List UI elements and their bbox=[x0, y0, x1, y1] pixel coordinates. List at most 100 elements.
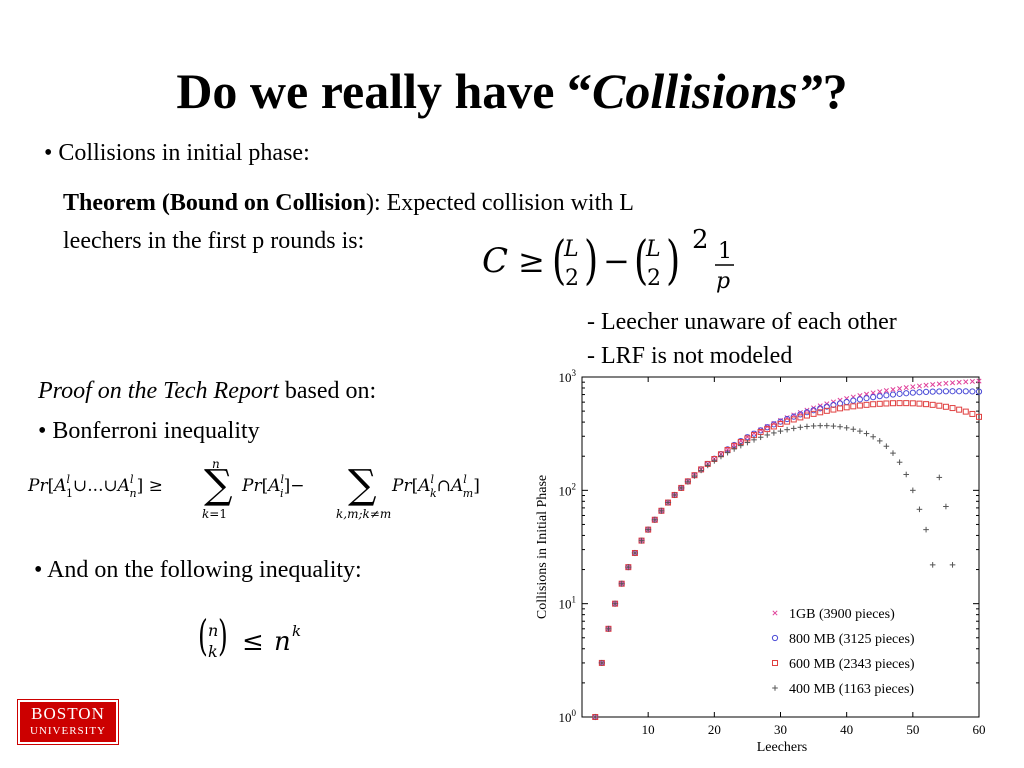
legend-label: 800 MB (3125 pieces) bbox=[789, 632, 915, 647]
bullet-collisions: • Collisions in initial phase: bbox=[44, 140, 310, 166]
data-point bbox=[744, 439, 751, 446]
svg-text:(: ( bbox=[634, 229, 648, 290]
legend-marker bbox=[772, 685, 778, 691]
data-point bbox=[731, 446, 737, 452]
data-point bbox=[876, 393, 883, 400]
svg-text:Pr[Ali]−: Pr[Al i]− bbox=[241, 473, 304, 500]
data-point bbox=[651, 516, 658, 523]
legend-label: 400 MB (1163 pieces) bbox=[789, 682, 914, 697]
data-point bbox=[870, 390, 876, 396]
data-point bbox=[843, 425, 850, 431]
proof-rest: based on: bbox=[278, 378, 377, 404]
svg-text:): ) bbox=[666, 229, 680, 290]
x-tick-label: 40 bbox=[840, 722, 853, 737]
data-point bbox=[618, 580, 625, 587]
data-point bbox=[803, 412, 810, 419]
data-point bbox=[658, 507, 665, 514]
data-point bbox=[896, 400, 903, 407]
data-point bbox=[685, 478, 691, 485]
data-point bbox=[817, 409, 824, 416]
data-point bbox=[883, 392, 890, 399]
data-point bbox=[764, 432, 771, 438]
data-point bbox=[889, 391, 897, 398]
data-point bbox=[883, 443, 890, 450]
data-point bbox=[916, 389, 923, 396]
y-axis-label: Collisions in Initial Phase bbox=[535, 475, 550, 619]
data-point bbox=[790, 416, 797, 423]
data-point bbox=[771, 430, 777, 436]
y-tick-label: 100 bbox=[559, 708, 577, 725]
svg-text:∑: ∑ bbox=[204, 462, 233, 508]
data-point bbox=[612, 600, 618, 607]
data-point bbox=[909, 400, 916, 407]
data-point bbox=[770, 423, 777, 430]
data-point bbox=[817, 405, 824, 412]
data-point bbox=[890, 450, 896, 456]
data-point bbox=[942, 403, 949, 410]
data-point bbox=[764, 424, 771, 431]
data-point bbox=[949, 388, 956, 395]
data-point bbox=[969, 410, 976, 417]
svg-text:2: 2 bbox=[565, 266, 579, 291]
data-point bbox=[936, 388, 943, 395]
data-point bbox=[837, 423, 843, 430]
data-point bbox=[850, 426, 857, 433]
data-point bbox=[823, 407, 830, 414]
bullet-following: • And on the following inequality: bbox=[34, 557, 362, 583]
data-point bbox=[797, 411, 804, 418]
x-tick-label: 10 bbox=[642, 722, 655, 737]
legend-marker bbox=[772, 610, 778, 616]
data-point bbox=[810, 407, 817, 414]
data-point bbox=[638, 537, 645, 544]
bullet-bonferroni: • Bonferroni inequality bbox=[38, 418, 260, 444]
data-point bbox=[897, 385, 903, 392]
data-point bbox=[903, 385, 909, 391]
data-point bbox=[784, 418, 791, 425]
axis-ticks: 10 20 30 40 50 60 100 101 102 103 bbox=[559, 368, 986, 737]
data-point bbox=[923, 401, 930, 408]
data-point bbox=[797, 424, 804, 431]
data-point bbox=[810, 423, 817, 429]
data-point bbox=[837, 405, 844, 412]
data-point bbox=[956, 379, 962, 385]
data-point bbox=[896, 459, 903, 466]
data-point bbox=[903, 400, 910, 407]
series-2 bbox=[592, 400, 982, 720]
data-point bbox=[757, 434, 764, 441]
data-point bbox=[843, 404, 850, 411]
data-point bbox=[764, 426, 771, 433]
data-point bbox=[910, 384, 916, 390]
x-tick-label: 20 bbox=[708, 722, 721, 737]
data-point bbox=[943, 503, 949, 510]
svg-text:C: C bbox=[482, 241, 508, 281]
data-point bbox=[823, 403, 830, 410]
data-point bbox=[817, 422, 823, 429]
data-point bbox=[863, 395, 870, 402]
boston-university-logo: BOSTON UNIVERSITY bbox=[17, 699, 119, 745]
data-point bbox=[936, 381, 942, 387]
data-point bbox=[976, 378, 982, 384]
data-point bbox=[962, 408, 969, 415]
svg-text:p: p bbox=[716, 269, 730, 294]
collision-bound-formula: C ≥ ( L 2 ) − ( L 2 ) 2 1 p bbox=[482, 226, 734, 294]
data-point bbox=[797, 409, 803, 416]
chart-legend: 1GB (3900 pieces) 800 MB (3125 pieces) 600… bbox=[771, 607, 915, 697]
svg-text:2: 2 bbox=[647, 266, 661, 291]
data-point bbox=[751, 437, 757, 443]
svg-text:L: L bbox=[563, 237, 579, 262]
svg-text:≤: ≤ bbox=[242, 627, 264, 657]
data-point bbox=[836, 400, 844, 407]
data-point bbox=[916, 400, 923, 407]
svg-text:(: ( bbox=[198, 616, 208, 661]
binomial-formula: ( n k ) ≤ n k bbox=[198, 616, 301, 661]
data-point bbox=[784, 426, 790, 433]
data-point bbox=[936, 474, 943, 481]
data-point bbox=[870, 401, 877, 408]
collisions-chart: 10 20 30 40 50 60 100 101 102 103 Leechers Collis… bbox=[535, 368, 986, 755]
data-point bbox=[949, 562, 956, 568]
data-point bbox=[691, 473, 698, 479]
data-point bbox=[592, 714, 599, 720]
svg-text:k: k bbox=[208, 642, 218, 661]
data-point bbox=[903, 390, 910, 397]
data-point bbox=[883, 400, 890, 407]
